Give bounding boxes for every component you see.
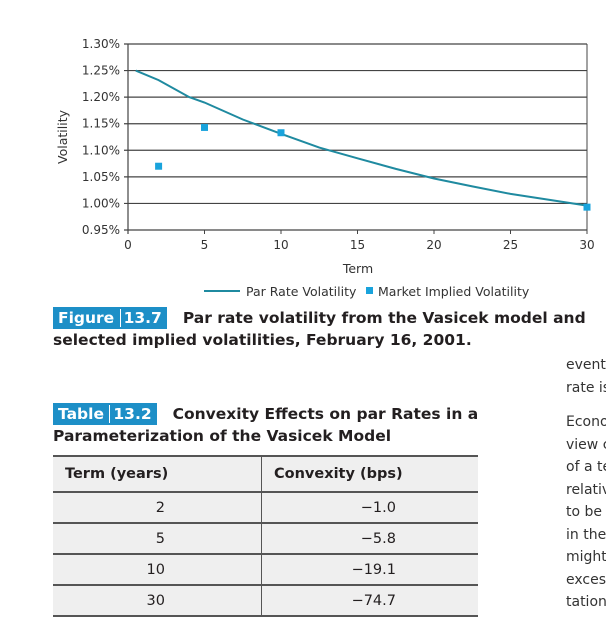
- text-line: to be: [566, 504, 603, 520]
- header-term: Term (years): [53, 455, 262, 493]
- y-tick-label: 1.15%: [82, 117, 120, 131]
- convexity-cell: −19.1: [261, 554, 478, 586]
- body-text-column: event rate is Econo view c of a te relat…: [566, 354, 606, 614]
- y-tick-label: 1.30%: [82, 37, 120, 51]
- table-label: Table 13.2: [53, 403, 157, 425]
- market-implied-volatility-point: [277, 129, 285, 137]
- table-row: 10 −19.1: [53, 554, 478, 586]
- x-tick-label: 30: [579, 238, 594, 252]
- y-tick-label: 1.20%: [82, 90, 120, 104]
- y-tick-label: 1.05%: [82, 170, 120, 184]
- text-line: excess: [566, 571, 606, 588]
- market-implied-volatility-point: [155, 162, 163, 170]
- table-header-row: Term (years) Convexity (bps): [53, 455, 478, 493]
- convexity-cell: −5.8: [261, 523, 478, 555]
- y-tick-label: 1.00%: [82, 196, 120, 210]
- x-tick-label: 25: [503, 238, 518, 252]
- x-tick-label: 20: [426, 238, 441, 252]
- text-line: tation: [566, 594, 606, 610]
- text-line: of a te: [566, 459, 606, 475]
- convexity-cell: −74.7: [261, 585, 478, 617]
- y-tick-label: 0.95%: [82, 223, 120, 237]
- table-caption: Table 13.2 Convexity Effects on par Rates…: [53, 403, 479, 445]
- term-cell: 10: [53, 554, 262, 586]
- text-line: relativ: [566, 481, 606, 498]
- table-row: 2 −1.0: [53, 492, 478, 524]
- y-axis-label: Volatility: [55, 109, 70, 164]
- text-line: rate is: [566, 379, 606, 396]
- market-implied-volatility-point: [201, 123, 208, 131]
- term-cell: 30: [53, 585, 262, 617]
- table-row: 5 −5.8: [53, 523, 478, 555]
- par-rate-volatility-line: [135, 69, 588, 207]
- header-convexity: Convexity (bps): [261, 455, 478, 493]
- x-tick-label: 5: [201, 238, 209, 252]
- x-tick-label: 15: [350, 238, 365, 252]
- figure-label: Figure 13.7: [53, 307, 167, 329]
- text-line: might: [566, 549, 606, 565]
- term-cell: 5: [53, 523, 262, 555]
- term-cell: 2: [53, 492, 262, 524]
- x-tick-label: 0: [124, 238, 132, 252]
- volatility-chart: 1.30% 1.25% 1.20% 1.15% 1.10% 1.05% 1.00% 0.95%…: [55, 37, 595, 299]
- table-row: 30 −74.7: [53, 585, 478, 617]
- y-tick-label: 1.25%: [82, 64, 120, 78]
- convexity-table: Term (years) Convexity (bps) 2 −1.0 5 −5.8…: [53, 455, 478, 617]
- text-line: view c: [566, 436, 606, 453]
- legend-label-market: Market Implied Volatility: [378, 284, 530, 299]
- figure-caption: Figure 13.7 Par rate volatility from the …: [53, 307, 586, 349]
- text-line: Econo: [566, 414, 606, 430]
- y-tick-label: 1.10%: [82, 143, 120, 157]
- x-tick-label: 10: [273, 238, 288, 252]
- market-implied-volatility-point: [583, 203, 591, 211]
- text-line: event: [566, 357, 606, 373]
- legend-marker-swatch: [366, 287, 373, 294]
- convexity-cell: −1.0: [261, 492, 478, 524]
- legend-label-par: Par Rate Volatility: [246, 284, 357, 299]
- text-line: in the: [566, 526, 606, 543]
- x-axis-label: Term: [342, 261, 373, 276]
